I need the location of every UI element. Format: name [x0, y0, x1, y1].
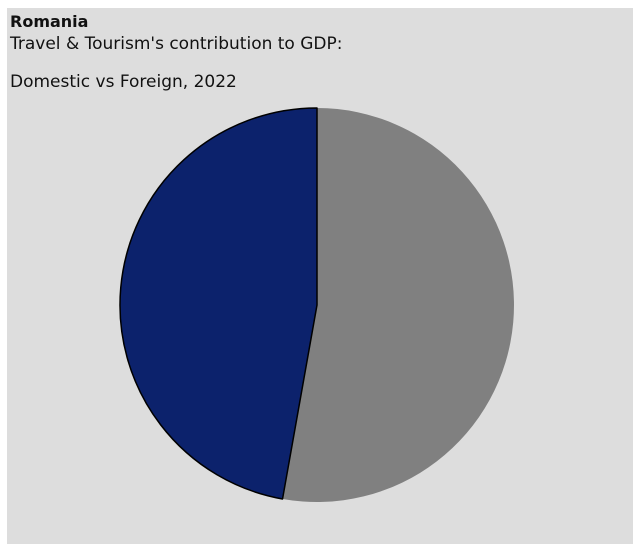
pie-slice-1 — [120, 108, 317, 499]
pie-slices-group — [120, 108, 514, 502]
